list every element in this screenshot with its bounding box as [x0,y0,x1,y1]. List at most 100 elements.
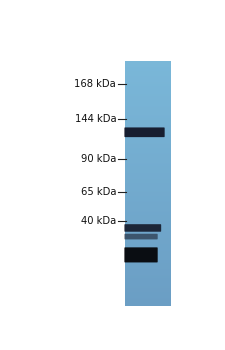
Bar [125,148,171,149]
Bar [125,136,171,137]
Bar [125,252,171,253]
Bar [125,119,171,120]
Bar [125,304,171,305]
Bar [125,202,171,203]
Bar [125,210,171,211]
FancyBboxPatch shape [124,247,158,262]
Bar [125,288,171,289]
Bar [125,142,171,144]
Bar [125,82,171,83]
Bar [125,209,171,210]
Bar [125,122,171,123]
Bar [125,63,171,64]
Bar [125,118,171,119]
Bar [125,128,171,129]
Bar [125,219,171,220]
Bar [125,228,171,229]
Bar [125,296,171,297]
Bar [125,295,171,296]
Bar [125,272,171,273]
Bar [125,112,171,113]
Bar [125,207,171,208]
Bar [125,173,171,174]
Bar [125,248,171,249]
Bar [125,189,171,190]
Bar [125,95,171,96]
Bar [125,103,171,104]
Bar [125,199,171,200]
Bar [125,160,171,161]
Bar [125,245,171,246]
Bar [125,281,171,282]
Bar [125,197,171,198]
Bar [125,269,171,270]
Bar [125,257,171,258]
Bar [125,300,171,301]
Text: 168 kDa: 168 kDa [74,79,116,89]
Bar [125,235,171,236]
Bar [125,286,171,287]
Bar [125,79,171,80]
Bar [125,86,171,87]
Bar [125,241,171,242]
Bar [125,116,171,117]
Bar [125,267,171,268]
Bar [125,274,171,275]
Bar [125,159,171,160]
Bar [125,261,171,262]
Bar [125,76,171,77]
Bar [125,65,171,66]
Bar [125,270,171,271]
Bar [125,109,171,110]
Bar [125,181,171,182]
Bar [125,237,171,238]
Bar [125,249,171,250]
Bar [125,230,171,231]
Bar [125,222,171,223]
Bar [125,280,171,281]
Bar [125,297,171,298]
Bar [125,214,171,215]
Bar [125,68,171,69]
Bar [125,298,171,299]
Bar [125,250,171,251]
Bar [125,303,171,304]
Bar [125,277,171,278]
Bar [125,102,171,103]
Bar [125,170,171,171]
Bar [125,201,171,202]
Bar [125,139,171,140]
Bar [125,215,171,216]
Bar [125,144,171,145]
Bar [125,244,171,245]
Bar [125,188,171,189]
Bar [125,206,171,207]
Bar [125,211,171,212]
Bar [125,150,171,151]
Bar [125,278,171,279]
Bar [125,166,171,167]
Bar [125,299,171,300]
FancyBboxPatch shape [124,127,165,137]
Bar [125,100,171,101]
Bar [125,149,171,150]
Bar [125,62,171,63]
Bar [125,124,171,125]
Bar [125,110,171,111]
Bar [125,185,171,186]
Bar [125,256,171,257]
Bar [125,178,171,180]
Bar [125,117,171,118]
Bar [125,203,171,204]
Bar [125,121,171,122]
Bar [125,174,171,175]
Bar [125,154,171,155]
Bar [125,216,171,217]
Bar [125,200,171,201]
Bar [125,258,171,259]
Bar [125,224,171,225]
Bar [125,305,171,306]
Bar [125,236,171,237]
Bar [125,69,171,70]
Bar [125,239,171,240]
